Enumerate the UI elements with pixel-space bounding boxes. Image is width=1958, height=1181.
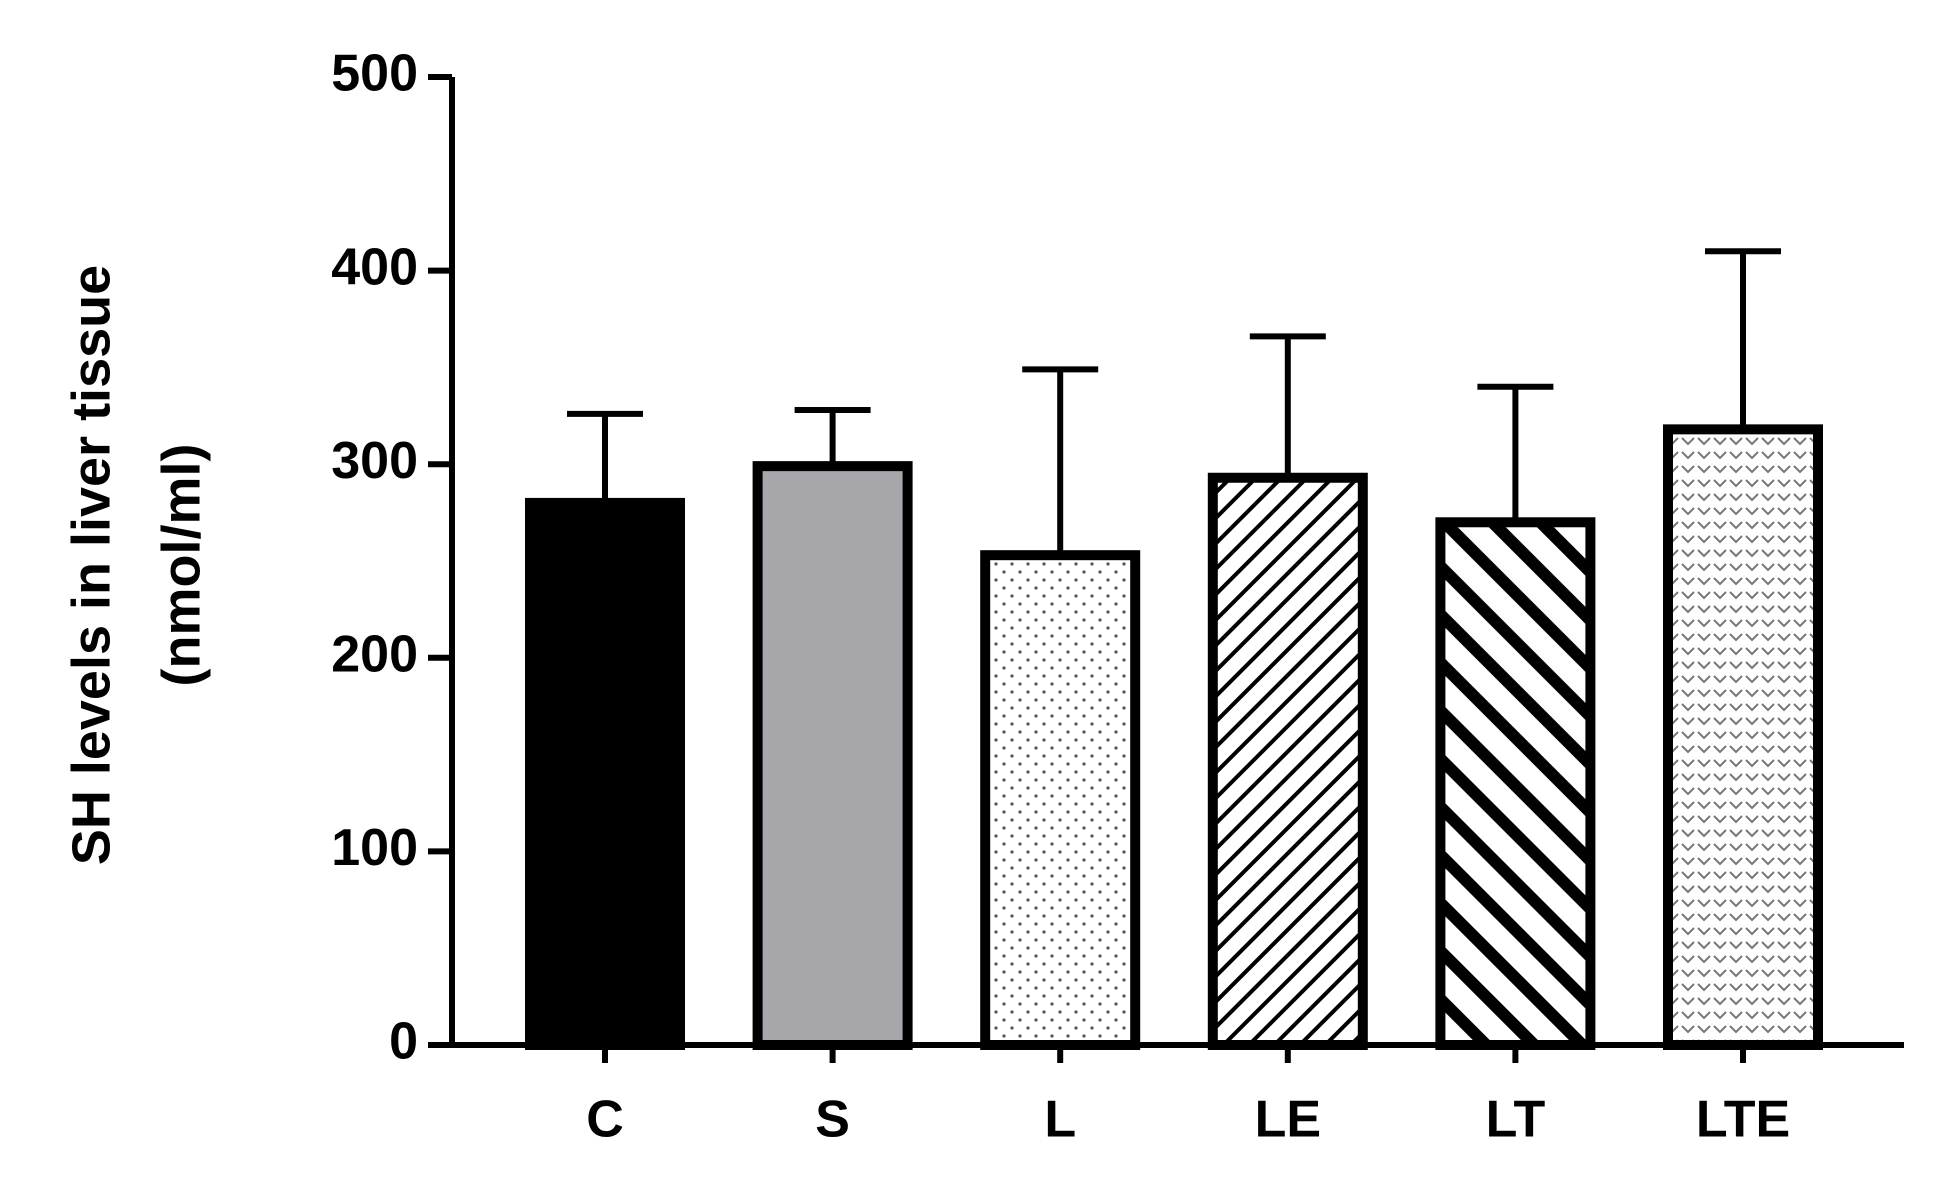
y-tick-label: 500 — [331, 45, 418, 103]
bar — [1435, 517, 1596, 1050]
bar — [1663, 424, 1823, 1050]
bar — [752, 461, 913, 1050]
x-tick-label: C — [586, 1091, 624, 1149]
y-tick-label: 100 — [331, 819, 418, 877]
bar — [1207, 472, 1368, 1050]
y-tick-label: 300 — [331, 432, 418, 490]
x-tick-label: L — [1044, 1091, 1076, 1149]
y-axis-label: SH levels in liver tissue — [61, 265, 121, 865]
y-axis-label: (nmol/ml) — [151, 444, 211, 687]
x-tick-label: LE — [1255, 1091, 1321, 1149]
y-tick-label: 200 — [331, 626, 418, 684]
y-tick-label: 400 — [331, 238, 418, 296]
y-tick-label: 0 — [389, 1013, 418, 1071]
x-tick-label: LT — [1486, 1091, 1546, 1149]
bar — [525, 497, 685, 1051]
bar — [980, 550, 1141, 1051]
x-tick-label: S — [815, 1091, 850, 1149]
x-tick-label: LTE — [1696, 1091, 1790, 1149]
